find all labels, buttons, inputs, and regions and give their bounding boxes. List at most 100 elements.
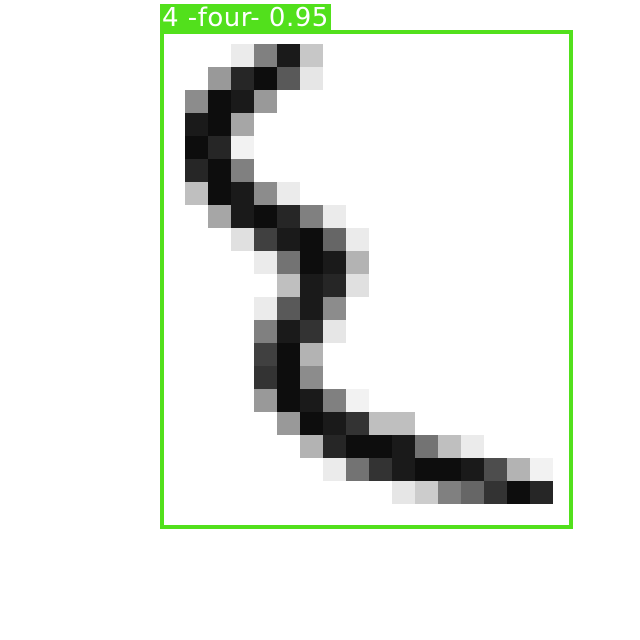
digit-pixel bbox=[530, 481, 553, 504]
digit-pixel bbox=[392, 458, 415, 481]
digit-pixel bbox=[346, 389, 369, 412]
digit-pixel bbox=[277, 366, 300, 389]
digit-pixel bbox=[300, 435, 323, 458]
digit-pixel bbox=[438, 458, 461, 481]
digit-pixel bbox=[300, 274, 323, 297]
digit-pixel bbox=[300, 389, 323, 412]
digit-pixel bbox=[392, 435, 415, 458]
digit-pixel bbox=[231, 67, 254, 90]
digit-pixel bbox=[231, 228, 254, 251]
digit-pixel bbox=[300, 412, 323, 435]
digit-pixel bbox=[254, 389, 277, 412]
digit-pixel bbox=[254, 343, 277, 366]
digit-pixel bbox=[300, 228, 323, 251]
digit-pixel bbox=[208, 67, 231, 90]
digit-pixel bbox=[254, 90, 277, 113]
digit-pixel bbox=[300, 67, 323, 90]
digit-pixel bbox=[369, 412, 392, 435]
digit-pixel bbox=[323, 205, 346, 228]
digit-pixel bbox=[277, 320, 300, 343]
digit-pixel bbox=[323, 251, 346, 274]
digit-pixel bbox=[277, 228, 300, 251]
digit-pixel bbox=[277, 297, 300, 320]
digit-pixel bbox=[208, 159, 231, 182]
digit-pixel bbox=[461, 481, 484, 504]
digit-pixel bbox=[231, 205, 254, 228]
digit-pixel bbox=[254, 320, 277, 343]
digit-pixel bbox=[415, 481, 438, 504]
digit-pixel bbox=[277, 343, 300, 366]
digit-pixel bbox=[208, 205, 231, 228]
digit-pixel bbox=[185, 113, 208, 136]
digit-pixel bbox=[277, 67, 300, 90]
digit-pixel bbox=[208, 113, 231, 136]
digit-pixel bbox=[392, 412, 415, 435]
digit-pixel bbox=[254, 297, 277, 320]
digit-pixel bbox=[323, 228, 346, 251]
digit-pixel bbox=[300, 44, 323, 67]
digit-pixel bbox=[300, 366, 323, 389]
digit-pixel bbox=[277, 44, 300, 67]
digit-pixel bbox=[369, 435, 392, 458]
digit-pixel bbox=[185, 136, 208, 159]
digit-pixel bbox=[277, 412, 300, 435]
digit-pixel bbox=[254, 44, 277, 67]
digit-pixel bbox=[254, 251, 277, 274]
digit-pixel bbox=[231, 159, 254, 182]
digit-pixel bbox=[415, 458, 438, 481]
digit-pixel bbox=[323, 412, 346, 435]
digit-pixel bbox=[300, 251, 323, 274]
digit-pixel bbox=[254, 366, 277, 389]
digit-pixel bbox=[208, 136, 231, 159]
detection-label: 4 -four- 0.95 bbox=[160, 3, 331, 33]
digit-pixel bbox=[185, 90, 208, 113]
digit-pixel bbox=[185, 159, 208, 182]
digit-pixel bbox=[231, 136, 254, 159]
digit-pixel bbox=[369, 458, 392, 481]
digit-pixel bbox=[438, 481, 461, 504]
digit-pixel bbox=[346, 251, 369, 274]
digit-pixel bbox=[300, 320, 323, 343]
digit-pixel bbox=[323, 320, 346, 343]
digit-pixel bbox=[323, 389, 346, 412]
digit-pixel bbox=[277, 251, 300, 274]
digit-pixel bbox=[208, 182, 231, 205]
digit-pixel bbox=[484, 481, 507, 504]
digit-pixel bbox=[346, 228, 369, 251]
digit-pixel bbox=[231, 90, 254, 113]
digit-pixel bbox=[277, 205, 300, 228]
digit-pixel bbox=[438, 435, 461, 458]
digit-pixel bbox=[300, 297, 323, 320]
digit-pixel bbox=[323, 458, 346, 481]
digit-pixel bbox=[277, 389, 300, 412]
digit-pixel bbox=[300, 205, 323, 228]
digit-pixel bbox=[231, 44, 254, 67]
digit-pixel bbox=[277, 182, 300, 205]
digit-pixel bbox=[346, 274, 369, 297]
digit-pixel bbox=[254, 67, 277, 90]
digit-pixel bbox=[461, 458, 484, 481]
digit-pixel bbox=[277, 274, 300, 297]
bounding-box bbox=[160, 30, 573, 529]
digit-pixel bbox=[323, 297, 346, 320]
digit-pixel bbox=[507, 458, 530, 481]
digit-pixel bbox=[323, 435, 346, 458]
digit-pixel bbox=[530, 458, 553, 481]
digit-pixel bbox=[392, 481, 415, 504]
digit-pixel bbox=[254, 205, 277, 228]
digit-pixel bbox=[323, 274, 346, 297]
digit-pixel bbox=[507, 481, 530, 504]
digit-pixel bbox=[208, 90, 231, 113]
digit-pixel bbox=[346, 412, 369, 435]
digit-pixel bbox=[185, 182, 208, 205]
digit-pixel bbox=[461, 435, 484, 458]
digit-pixel bbox=[231, 113, 254, 136]
digit-pixel bbox=[254, 228, 277, 251]
digit-pixel bbox=[300, 343, 323, 366]
digit-pixel bbox=[346, 458, 369, 481]
digit-pixel bbox=[346, 435, 369, 458]
digit-pixel bbox=[254, 182, 277, 205]
digit-pixel bbox=[231, 182, 254, 205]
